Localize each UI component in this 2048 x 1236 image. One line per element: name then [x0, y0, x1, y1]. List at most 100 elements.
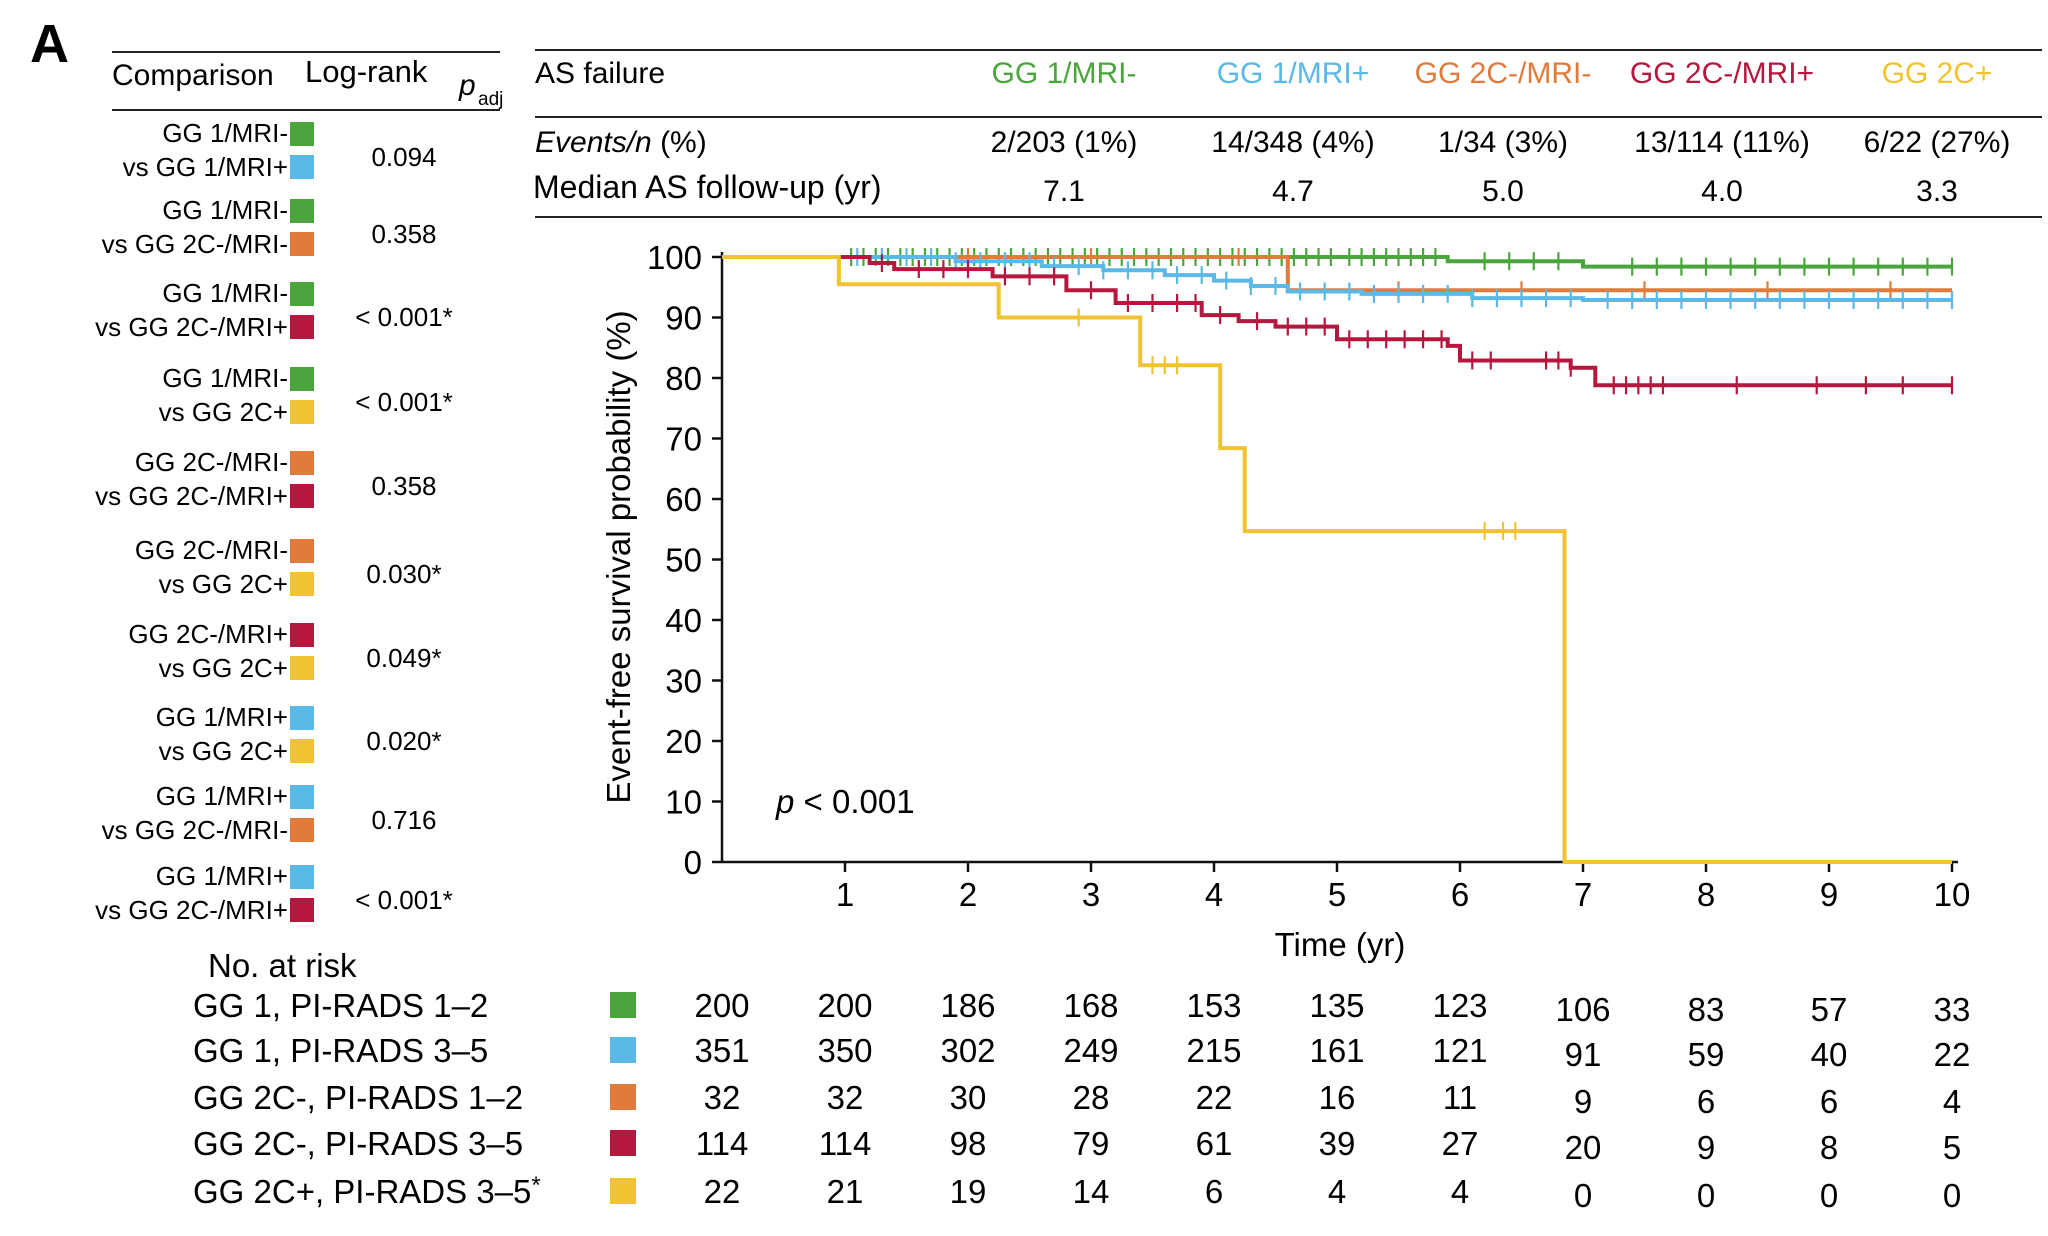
pvalue-header-sub: adj	[478, 89, 503, 110]
comparison-pvalue: 0.716	[371, 805, 436, 835]
comparison-line2: vs GG 2C-/MRI-	[102, 229, 288, 259]
risk-value: 16	[1319, 1079, 1356, 1116]
risk-value: 114	[696, 1125, 749, 1162]
comparison-swatch-b	[290, 572, 314, 596]
risk-row-label: GG 2C-, PI-RADS 1–2	[193, 1079, 523, 1116]
comparison-swatch-b	[290, 818, 314, 842]
failure-row-header: AS failure	[535, 57, 665, 90]
pvalue-header-p: p	[458, 69, 476, 102]
x-ticks: 1 2 3 4 5 6 7 8 9 10	[836, 862, 1970, 913]
risk-value: 4	[1451, 1173, 1469, 1210]
comparison-swatch-b	[290, 232, 314, 256]
x-tick-label: 3	[1082, 876, 1100, 913]
risk-value: 153	[1186, 987, 1241, 1024]
events-label-italic: Events/n	[535, 126, 652, 159]
y-tick-label: 60	[665, 481, 702, 518]
comparison-line2: vs GG 1/MRI+	[123, 152, 288, 182]
y-tick-label: 40	[665, 602, 702, 639]
risk-value: 57	[1811, 991, 1848, 1028]
risk-value: 40	[1811, 1036, 1848, 1073]
risk-value: 8	[1820, 1129, 1838, 1166]
risk-value: 350	[817, 1032, 872, 1069]
risk-table-title: No. at risk	[208, 947, 357, 984]
km-curve-0	[722, 255, 1952, 269]
risk-value: 200	[817, 987, 872, 1024]
group-header: GG 2C-/MRI+	[1630, 57, 1814, 90]
group-header: GG 1/MRI+	[1217, 57, 1370, 90]
comparison-swatch-a	[290, 623, 314, 647]
comparison-swatch-a	[290, 282, 314, 306]
risk-value: 114	[819, 1125, 872, 1162]
x-tick-label: 1	[836, 876, 854, 913]
risk-row-label-text: GG 2C-, PI-RADS 3–5	[193, 1125, 523, 1162]
comparison-line1: GG 2C-/MRI-	[135, 447, 288, 477]
x-tick-label: 4	[1205, 876, 1223, 913]
risk-value: 21	[827, 1173, 864, 1210]
risk-value: 30	[950, 1079, 987, 1116]
comparison-line1: GG 1/MRI-	[162, 363, 288, 393]
risk-value: 200	[694, 987, 749, 1024]
group-header: GG 1/MRI-	[991, 57, 1136, 90]
risk-value: 135	[1309, 987, 1364, 1024]
risk-value: 0	[1574, 1177, 1592, 1214]
risk-value: 4	[1328, 1173, 1346, 1210]
group-followup: 4.0	[1701, 175, 1743, 208]
y-tick-label: 0	[684, 844, 702, 881]
comparison-swatch-b	[290, 898, 314, 922]
risk-value: 186	[940, 987, 995, 1024]
risk-row-label-text: GG 2C+, PI-RADS 3–5	[193, 1173, 531, 1210]
y-tick-label: 80	[665, 360, 702, 397]
y-tick-label: 10	[665, 784, 702, 821]
risk-value: 79	[1073, 1125, 1110, 1162]
risk-value: 28	[1073, 1079, 1110, 1116]
comparison-line1: GG 1/MRI-	[162, 195, 288, 225]
comparison-swatch-b	[290, 315, 314, 339]
survival-curves	[722, 248, 1954, 864]
comparison-line2: vs GG 2C+	[159, 397, 288, 427]
risk-value: 249	[1063, 1032, 1118, 1069]
p-annotation-value: < 0.001	[794, 783, 914, 820]
risk-value: 161	[1309, 1032, 1364, 1069]
risk-value: 4	[1943, 1083, 1961, 1120]
comparison-swatch-a	[290, 706, 314, 730]
risk-value: 351	[694, 1032, 749, 1069]
group-header: GG 2C+	[1882, 57, 1993, 90]
comparison-line2: vs GG 2C+	[159, 569, 288, 599]
comparison-swatch-a	[290, 539, 314, 563]
risk-row-label: GG 1, PI-RADS 3–5	[193, 1032, 488, 1069]
risk-value: 14	[1073, 1173, 1110, 1210]
risk-value: 91	[1565, 1036, 1602, 1073]
events-label-rest: (%)	[652, 126, 707, 159]
comparison-swatch-a	[290, 865, 314, 889]
comparison-line2: vs GG 2C+	[159, 736, 288, 766]
comparison-line1: GG 1/MRI+	[156, 702, 288, 732]
comparison-line2: vs GG 2C+	[159, 653, 288, 683]
risk-row-label: GG 2C-, PI-RADS 3–5	[193, 1125, 523, 1162]
x-tick-label: 9	[1820, 876, 1838, 913]
comparison-line2: vs GG 2C-/MRI+	[95, 312, 288, 342]
y-tick-label: 50	[665, 542, 702, 579]
group-followup: 7.1	[1043, 175, 1085, 208]
pvalue-header: Log-rank	[305, 54, 428, 89]
comparison-pvalue: 0.094	[371, 142, 436, 172]
comparison-pvalue: 0.358	[371, 219, 436, 249]
risk-value: 9	[1697, 1129, 1715, 1166]
risk-value: 83	[1688, 991, 1725, 1028]
group-events: 14/348 (4%)	[1211, 126, 1374, 159]
p-annotation: p < 0.001	[775, 783, 915, 820]
comparison-pvalue: 0.358	[371, 471, 436, 501]
group-events: 2/203 (1%)	[991, 126, 1138, 159]
risk-value: 20	[1565, 1129, 1602, 1166]
y-tick-label: 20	[665, 723, 702, 760]
risk-value: 6	[1205, 1173, 1223, 1210]
risk-row-swatch	[610, 1178, 636, 1204]
failure-columns: GG 1/MRI- 2/203 (1%) 7.1 GG 1/MRI+ 14/348 (4…	[991, 57, 2011, 208]
risk-row-label-text: GG 1, PI-RADS 3–5	[193, 1032, 488, 1069]
comparison-pvalue: < 0.001*	[355, 387, 453, 417]
risk-value: 32	[704, 1079, 741, 1116]
risk-value: 19	[950, 1173, 987, 1210]
comparison-swatch-a	[290, 451, 314, 475]
risk-row-swatch	[610, 1037, 636, 1063]
x-tick-label: 6	[1451, 876, 1469, 913]
